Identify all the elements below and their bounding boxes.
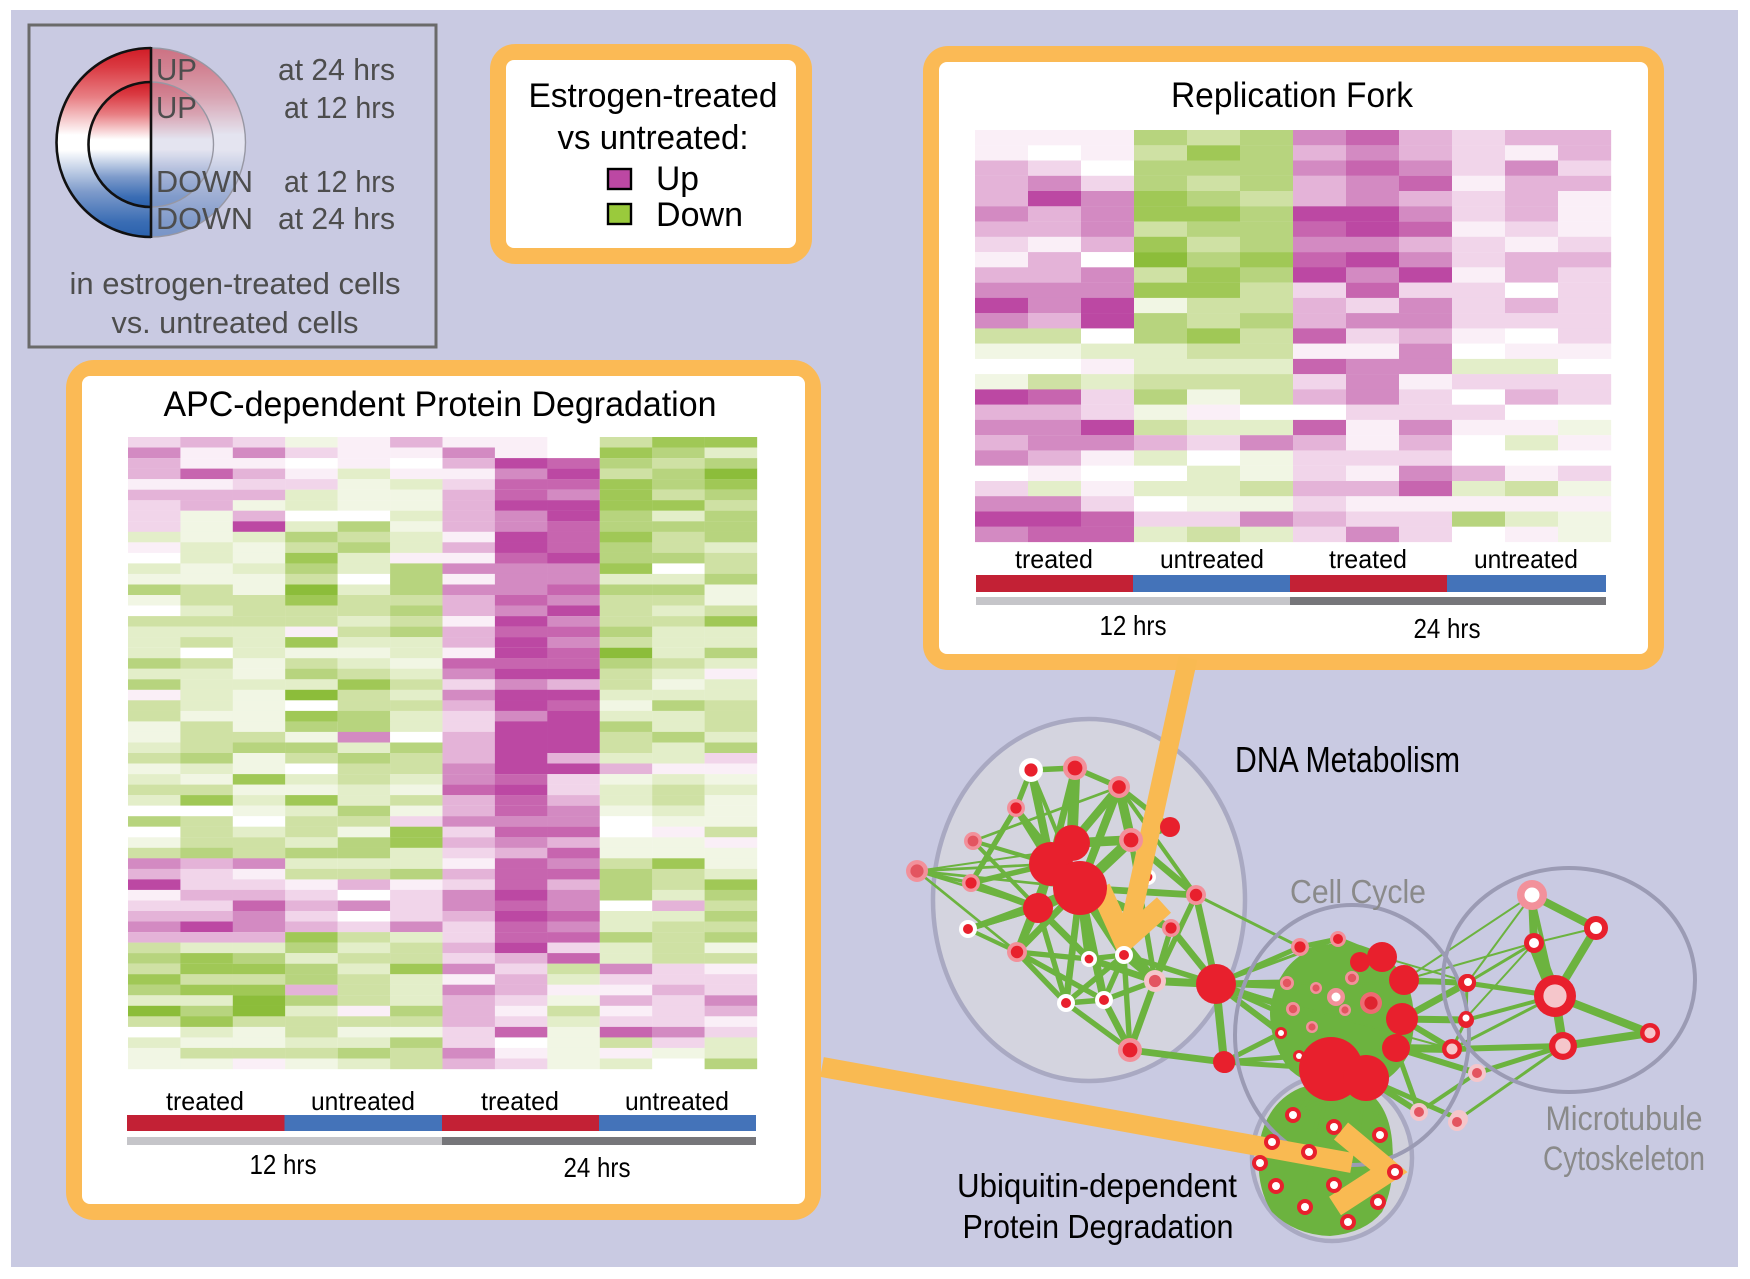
svg-text:12 hrs: 12 hrs xyxy=(250,1149,317,1180)
svg-text:Estrogen-treated: Estrogen-treated xyxy=(529,77,778,115)
svg-text:Up: Up xyxy=(656,160,699,198)
svg-text:treated: treated xyxy=(166,1086,244,1116)
svg-text:at 12 hrs: at 12 hrs xyxy=(284,164,395,199)
svg-text:in estrogen-treated cells: in estrogen-treated cells xyxy=(70,266,401,301)
svg-text:12 hrs: 12 hrs xyxy=(1100,610,1167,641)
svg-text:APC-dependent Protein Degradat: APC-dependent Protein Degradation xyxy=(164,385,717,424)
svg-text:DOWN: DOWN xyxy=(156,164,253,199)
svg-text:treated: treated xyxy=(481,1086,559,1116)
svg-text:untreated: untreated xyxy=(625,1086,729,1116)
svg-text:Replication Fork: Replication Fork xyxy=(1171,76,1413,115)
svg-text:vs untreated:: vs untreated: xyxy=(558,119,749,157)
svg-text:Down: Down xyxy=(656,196,743,234)
svg-text:24 hrs: 24 hrs xyxy=(1414,613,1481,644)
svg-text:treated: treated xyxy=(1015,544,1093,574)
svg-text:treated: treated xyxy=(1329,544,1407,574)
svg-text:UP: UP xyxy=(156,52,197,87)
svg-text:Protein Degradation: Protein Degradation xyxy=(963,1208,1234,1245)
svg-text:at 24 hrs: at 24 hrs xyxy=(278,52,395,87)
svg-text:UP: UP xyxy=(156,90,197,125)
svg-text:Microtubule: Microtubule xyxy=(1546,1100,1703,1138)
svg-text:Cytoskeleton: Cytoskeleton xyxy=(1543,1140,1705,1178)
svg-text:untreated: untreated xyxy=(311,1086,415,1116)
svg-text:at 12 hrs: at 12 hrs xyxy=(284,90,395,125)
svg-text:vs. untreated cells: vs. untreated cells xyxy=(112,305,359,340)
svg-text:at 24 hrs: at 24 hrs xyxy=(278,201,395,236)
svg-text:DOWN: DOWN xyxy=(156,201,253,236)
svg-text:Cell Cycle: Cell Cycle xyxy=(1290,873,1426,910)
svg-text:24 hrs: 24 hrs xyxy=(564,1152,631,1183)
svg-text:untreated: untreated xyxy=(1474,544,1578,574)
svg-text:untreated: untreated xyxy=(1160,544,1264,574)
svg-text:Ubiquitin-dependent: Ubiquitin-dependent xyxy=(957,1167,1237,1204)
svg-text:DNA Metabolism: DNA Metabolism xyxy=(1235,739,1460,780)
